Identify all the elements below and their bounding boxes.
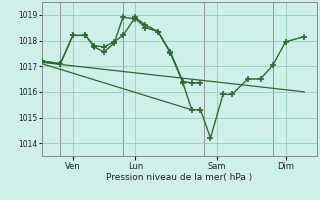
X-axis label: Pression niveau de la mer( hPa ): Pression niveau de la mer( hPa ) bbox=[106, 173, 252, 182]
